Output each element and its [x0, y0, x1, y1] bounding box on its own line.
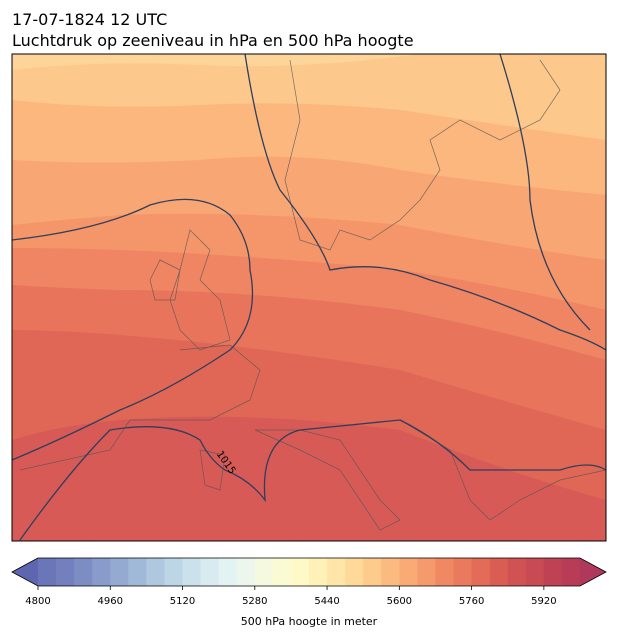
- colorbar-label: 500 hPa hoogte in meter: [241, 615, 378, 628]
- colorbar-bin: [381, 558, 400, 586]
- colorbar-bin: [164, 558, 184, 586]
- colorbar-bin: [182, 558, 202, 586]
- colorbar-bin: [290, 558, 310, 586]
- colorbar-bin: [453, 558, 473, 586]
- colorbar-tick-label: 5440: [314, 596, 339, 607]
- colorbar-tick-label: 4960: [98, 596, 123, 607]
- colorbar-outline: [11, 557, 607, 587]
- band: [12, 54, 606, 140]
- colorbar-bin: [363, 558, 382, 586]
- isobars: [12, 54, 606, 541]
- colorbar-bin: [543, 558, 563, 586]
- colorbar-bin: [417, 558, 436, 586]
- colorbar-bin: [38, 558, 57, 586]
- colorbar-tick-label: 4800: [25, 596, 50, 607]
- colorbar-bin: [525, 558, 545, 586]
- colorbar-bin: [561, 558, 581, 586]
- colorbar-bin: [471, 558, 491, 586]
- colorbar-tick-label: 5920: [531, 596, 556, 607]
- colorbar-bin: [327, 558, 346, 586]
- coastlines: [19, 59, 606, 531]
- colorbar-bin: [110, 558, 129, 586]
- title-line2: Luchtdruk op zeeniveau in hPa en 500 hPa…: [12, 31, 414, 50]
- colorbar-extend-low: [12, 558, 38, 586]
- colorbar-bin: [218, 558, 238, 586]
- colorbar-tick-label: 5760: [459, 596, 484, 607]
- colorbar-bin: [128, 558, 147, 586]
- colorbar-bin: [146, 558, 165, 586]
- colorbar-bin: [254, 558, 274, 586]
- colorbar-bin: [272, 558, 292, 586]
- colorbar-bin: [345, 558, 364, 586]
- colorbar-tick-label: 5280: [242, 596, 267, 607]
- colorbar-bin: [56, 558, 75, 586]
- colorbar-bin: [236, 558, 256, 586]
- colorbar-bin: [489, 558, 509, 586]
- colorbar-bin: [399, 558, 418, 586]
- colorbar-tick-label: 5120: [170, 596, 195, 607]
- colorbar-bin: [74, 558, 93, 586]
- colorbar: 4800 4960 5120 5280 5440 5600 5760 5920: [11, 557, 607, 607]
- colorbar-bin: [309, 558, 328, 586]
- map-frame: [11, 53, 607, 542]
- colorbar-bin: [92, 558, 111, 586]
- colorbar-bin: [200, 558, 220, 586]
- title-line1: 17-07-1824 12 UTC: [12, 10, 167, 29]
- map: 1015: [12, 54, 606, 541]
- colorbar-bin: [435, 558, 455, 586]
- band: [12, 54, 420, 70]
- colorbar-bin: [507, 558, 527, 586]
- colorbar-extend-high: [580, 558, 606, 586]
- colorbar-tick-label: 5600: [387, 596, 412, 607]
